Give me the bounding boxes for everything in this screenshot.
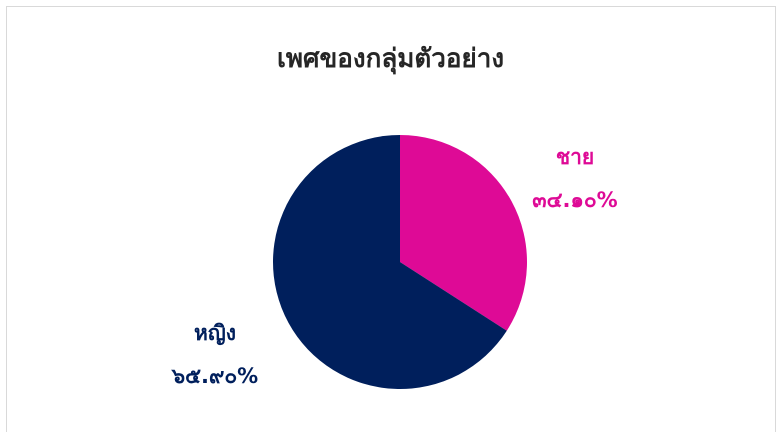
pie-slice-female bbox=[272, 135, 507, 389]
slice-label-female: หญิง ๖๕.๙๐% bbox=[158, 323, 272, 387]
pie-slice-male bbox=[400, 135, 527, 331]
slice-category-label-female: หญิง bbox=[194, 321, 236, 345]
chart-title: เพศของกลุ่มตัวอย่าง bbox=[276, 44, 505, 74]
slice-value-label-male: ๓๔.๑๐% bbox=[532, 188, 618, 212]
slice-category-label-male: ชาย bbox=[555, 145, 595, 169]
slice-label-male: ชาย ๓๔.๑๐% bbox=[518, 147, 632, 211]
slice-value-label-female: ๖๕.๙๐% bbox=[171, 364, 259, 388]
